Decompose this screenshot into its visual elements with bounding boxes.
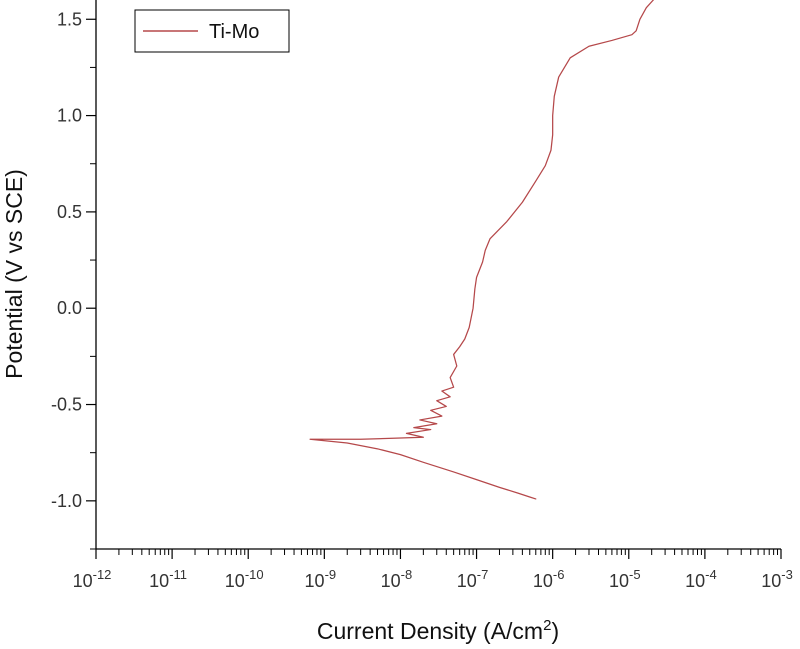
x-tick-exponent: -12 [93,567,112,582]
y-axis-title: Potential (V vs SCE) [1,169,27,379]
x-tick-exponent: -9 [325,567,337,582]
y-tick-label: -0.5 [51,395,82,415]
x-tick-exponent: -8 [401,567,413,582]
y-tick-label: 1.5 [57,9,82,29]
x-tick-exponent: -4 [705,567,717,582]
x-tick-exponent: -3 [781,567,793,582]
y-tick-label: 0.0 [57,298,82,318]
plot-area [309,0,654,500]
x-tick-exponent: -6 [553,567,565,582]
legend: Ti-Mo [134,9,290,53]
y-tick-label: -1.0 [51,491,82,511]
y-tick-label: 0.5 [57,202,82,222]
legend-label: Ti-Mo [209,21,259,43]
x-tick-exponent: -10 [245,567,264,582]
series-line-ti-mo [309,0,654,500]
x-tick-label: 10-9 [305,567,337,591]
x-axis-title-main: Current Density (A/cm [317,618,543,644]
x-tick-exponent: -5 [629,567,641,582]
y-tick-label: 1.0 [57,106,82,126]
x-axis-title: Current Density (A/cm2) [317,617,559,644]
x-tick-exponent: -11 [169,567,187,582]
axis-labels: 10-12 10-11 10-10 10-9 10-8 10-7 10-6 10-5 10-4 1… [1,9,793,644]
x-axis-title-sup: 2 [543,617,551,634]
x-tick-exponent: -7 [477,567,489,582]
axes-group [86,0,782,559]
x-axis-title-close: ) [551,618,559,644]
